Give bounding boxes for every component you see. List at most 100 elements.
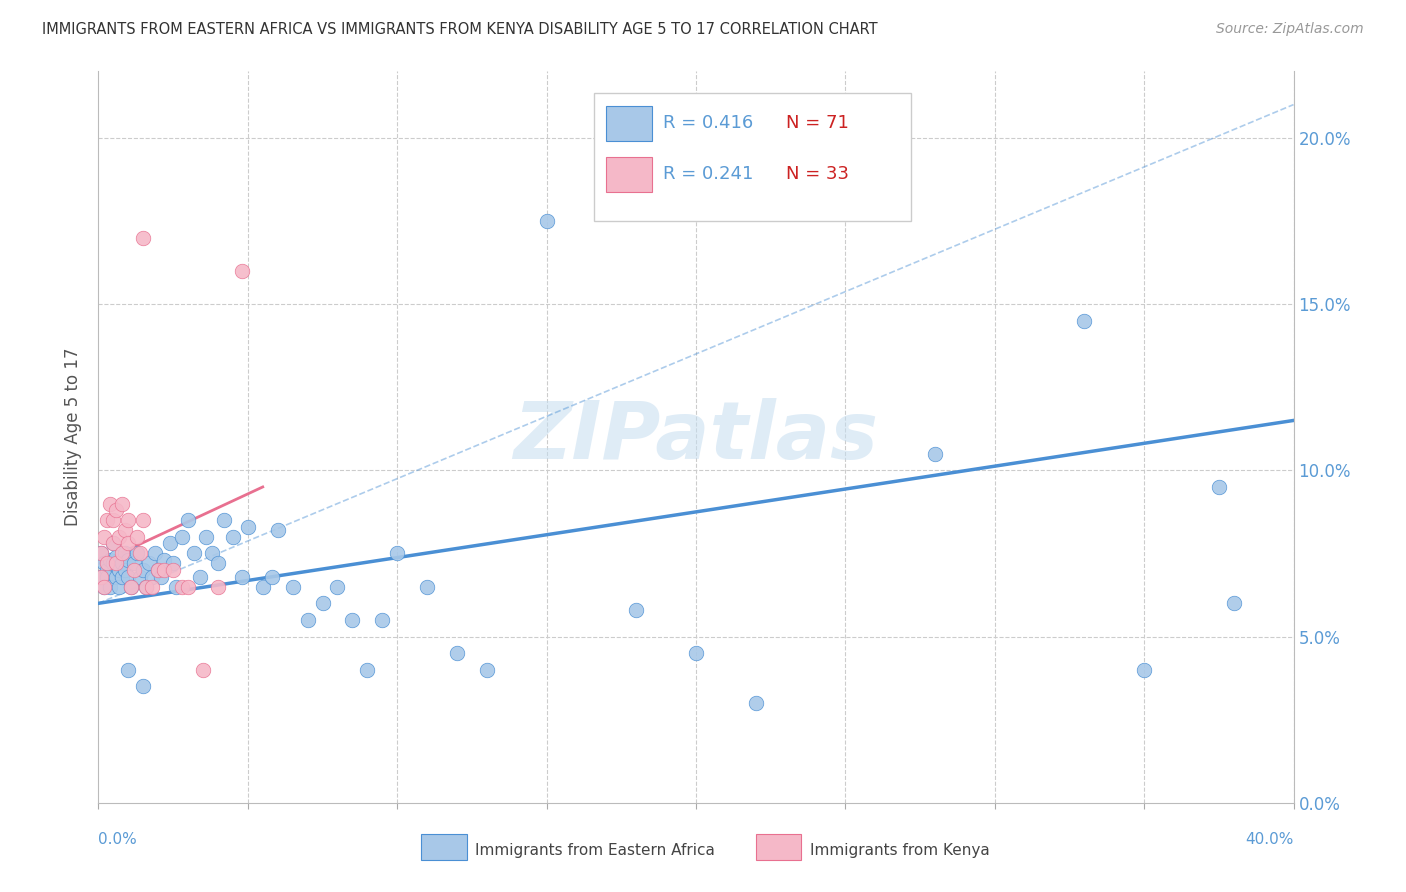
Point (252, 580, 274, 594)
Point (108, 580, 131, 594)
Point (326, 580, 349, 594)
Point (117, 513, 139, 527)
Text: Immigrants from Kenya: Immigrants from Kenya (810, 843, 990, 858)
Point (236, 520, 259, 534)
Point (201, 546, 224, 560)
Point (177, 513, 200, 527)
Point (111, 557, 134, 571)
Point (129, 546, 152, 560)
Point (148, 563, 170, 577)
Point (90, 546, 112, 560)
Point (385, 546, 409, 560)
Point (212, 513, 235, 527)
Point (356, 663, 378, 677)
Point (150, 570, 173, 584)
Point (114, 563, 136, 577)
Point (1073, 314, 1095, 328)
Point (117, 570, 139, 584)
Point (924, 447, 946, 461)
Point (117, 663, 139, 677)
Bar (756, 834, 801, 860)
Point (96, 570, 118, 584)
Point (111, 497, 134, 511)
Point (260, 570, 283, 584)
Point (120, 580, 142, 594)
Bar (595, 94, 911, 221)
Point (103, 513, 125, 527)
Point (105, 549, 128, 564)
Point (177, 580, 200, 594)
Text: ZIPatlas: ZIPatlas (513, 398, 879, 476)
Point (105, 503, 128, 517)
Point (172, 580, 194, 594)
Point (195, 530, 218, 544)
Point (141, 580, 163, 594)
Point (93, 557, 115, 571)
Point (132, 680, 155, 694)
Point (183, 546, 205, 560)
Point (148, 563, 170, 577)
Point (1133, 663, 1156, 677)
Point (105, 570, 128, 584)
Point (129, 570, 152, 584)
Text: Immigrants from Eastern Africa: Immigrants from Eastern Africa (475, 843, 714, 858)
Point (143, 546, 166, 560)
Point (111, 570, 134, 584)
Point (311, 596, 333, 610)
Point (207, 557, 229, 571)
Point (342, 613, 364, 627)
Point (222, 530, 245, 544)
Text: 40.0%: 40.0% (1246, 832, 1294, 847)
Point (124, 563, 146, 577)
Point (111, 546, 134, 560)
Point (371, 613, 394, 627)
Point (114, 546, 136, 560)
Point (159, 536, 181, 550)
Point (108, 530, 131, 544)
Point (536, 214, 558, 228)
Point (162, 557, 184, 571)
Point (745, 696, 768, 710)
Point (231, 570, 253, 584)
Point (96, 563, 118, 577)
Point (132, 230, 155, 244)
Text: 0.0%: 0.0% (98, 832, 138, 847)
Point (127, 546, 149, 560)
Point (90, 546, 112, 560)
Text: R = 0.416: R = 0.416 (662, 114, 752, 132)
Point (124, 557, 146, 571)
Text: Source: ZipAtlas.com: Source: ZipAtlas.com (1216, 22, 1364, 37)
Point (132, 513, 155, 527)
Point (98, 553, 122, 567)
Bar (422, 834, 467, 860)
Point (1223, 596, 1246, 610)
Point (98, 580, 122, 594)
Point (141, 570, 163, 584)
Point (188, 570, 211, 584)
Bar (606, 106, 652, 141)
Point (103, 536, 125, 550)
Point (105, 557, 128, 571)
Point (96, 513, 118, 527)
Point (103, 536, 125, 550)
Point (135, 580, 157, 594)
Text: R = 0.241: R = 0.241 (662, 165, 752, 183)
Point (207, 580, 229, 594)
Point (98, 497, 122, 511)
Bar (606, 157, 652, 192)
Point (93, 530, 115, 544)
Point (103, 557, 125, 571)
Point (191, 663, 214, 677)
Point (153, 553, 176, 567)
Text: N = 71: N = 71 (786, 114, 848, 132)
Point (165, 580, 187, 594)
Point (138, 557, 160, 571)
Point (90, 570, 112, 584)
Point (117, 536, 139, 550)
Point (475, 663, 498, 677)
Point (1208, 480, 1230, 494)
Point (135, 580, 157, 594)
Point (132, 563, 155, 577)
Point (685, 646, 707, 660)
Point (127, 530, 149, 544)
